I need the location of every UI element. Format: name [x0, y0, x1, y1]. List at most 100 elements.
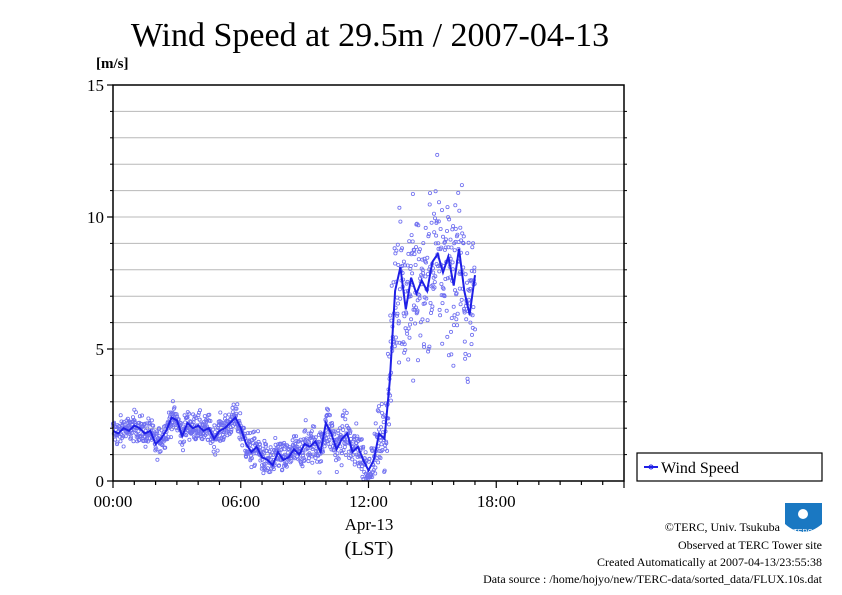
scatter-point	[118, 439, 123, 444]
scatter-point	[440, 301, 445, 306]
scatter-point	[427, 191, 432, 196]
scatter-point	[325, 432, 330, 437]
scatter-point	[424, 296, 429, 301]
scatter-point	[163, 445, 168, 450]
scatter-point	[394, 248, 399, 253]
scatter-point	[180, 442, 185, 447]
scatter-point	[152, 431, 157, 436]
scatter-point	[401, 259, 406, 264]
scatter-point	[180, 448, 185, 453]
scatter-point	[426, 232, 431, 237]
scatter-point	[339, 463, 344, 468]
scatter-point	[452, 248, 457, 253]
scatter-point	[468, 286, 473, 291]
y-tick-label-5: 5	[96, 340, 105, 359]
scatter-point	[261, 471, 266, 476]
created-text: Created Automatically at 2007-04-13/23:5…	[597, 555, 822, 569]
scatter-point	[284, 464, 289, 469]
scatter-point	[373, 421, 378, 426]
scatter-point	[461, 306, 466, 311]
scatter-point	[363, 450, 368, 455]
scatter-point	[287, 445, 292, 450]
scatter-point	[139, 413, 144, 418]
scatter-point	[290, 438, 295, 443]
scatter-point	[459, 238, 464, 243]
scatter-point	[382, 468, 387, 473]
scatter-point	[413, 321, 418, 326]
scatter-point	[407, 335, 412, 340]
scatter-point	[423, 260, 428, 265]
scatter-point	[412, 248, 417, 253]
scatter-point	[405, 331, 410, 336]
scatter-point	[442, 294, 447, 299]
scatter-point	[276, 457, 281, 462]
scatter-point	[310, 460, 315, 465]
scatter-point	[442, 247, 447, 252]
scatter-point	[397, 287, 402, 292]
scatter-point	[434, 219, 439, 224]
scatter-point	[312, 424, 317, 429]
scatter-point	[452, 313, 457, 318]
scatter-point	[303, 418, 308, 423]
scatter-point	[413, 262, 418, 267]
scatter-point	[415, 358, 420, 363]
scatter-point	[373, 471, 378, 476]
y-tick-label-10: 10	[87, 208, 104, 227]
scatter-point	[428, 300, 433, 305]
scatter-point	[145, 439, 150, 444]
scatter-point	[339, 451, 344, 456]
scatter-point	[460, 240, 465, 245]
scatter-point	[118, 413, 123, 418]
scatter-point	[313, 435, 318, 440]
scatter-point	[306, 456, 311, 461]
scatter-point	[268, 469, 273, 474]
scatter-point	[471, 305, 476, 310]
scatter-point	[399, 248, 404, 253]
scatter-point	[142, 421, 147, 426]
scatter-point	[241, 426, 246, 431]
scatter-point	[166, 435, 171, 440]
scatter-point	[193, 415, 198, 420]
scatter-point	[406, 357, 411, 362]
scatter-point	[136, 429, 141, 434]
scatter-point	[383, 446, 388, 451]
scatter-point	[229, 429, 234, 434]
scatter-point	[369, 472, 374, 477]
scatter-point	[354, 421, 359, 426]
scatter-point	[472, 265, 477, 270]
scatter-point	[436, 200, 441, 205]
scatter-point	[451, 304, 456, 309]
scatter-point	[121, 444, 126, 449]
scatter-point	[393, 261, 398, 266]
scatter-point	[197, 408, 202, 413]
scatter-point	[448, 237, 453, 242]
scatter-point	[411, 307, 416, 312]
scatter-point	[335, 451, 340, 456]
scatter-point	[263, 461, 268, 466]
scatter-point	[409, 317, 414, 322]
scatter-point	[315, 459, 320, 464]
terc-logo: TERC	[785, 503, 822, 536]
scatter-point	[416, 223, 421, 228]
scatter-point	[395, 301, 400, 306]
scatter-point	[412, 252, 417, 257]
scatter-point	[186, 425, 191, 430]
scatter-point	[426, 349, 431, 354]
scatter-point	[406, 326, 411, 331]
scatter-point	[376, 460, 381, 465]
scatter-point	[220, 421, 225, 426]
scatter-point	[218, 410, 223, 415]
y-tick-label-15: 15	[87, 76, 104, 95]
scatter-point	[268, 453, 273, 458]
scatter-point	[231, 402, 236, 407]
scatter-point	[300, 464, 305, 469]
scatter-point	[378, 425, 383, 430]
legend-box	[636, 452, 823, 482]
scatter-point	[386, 422, 391, 427]
scatter-point	[157, 434, 162, 439]
scatter-point	[414, 245, 419, 250]
scatter-point	[451, 323, 456, 328]
scatter-point	[202, 414, 207, 419]
scatter-point	[229, 427, 234, 432]
scatter-point	[462, 310, 467, 315]
